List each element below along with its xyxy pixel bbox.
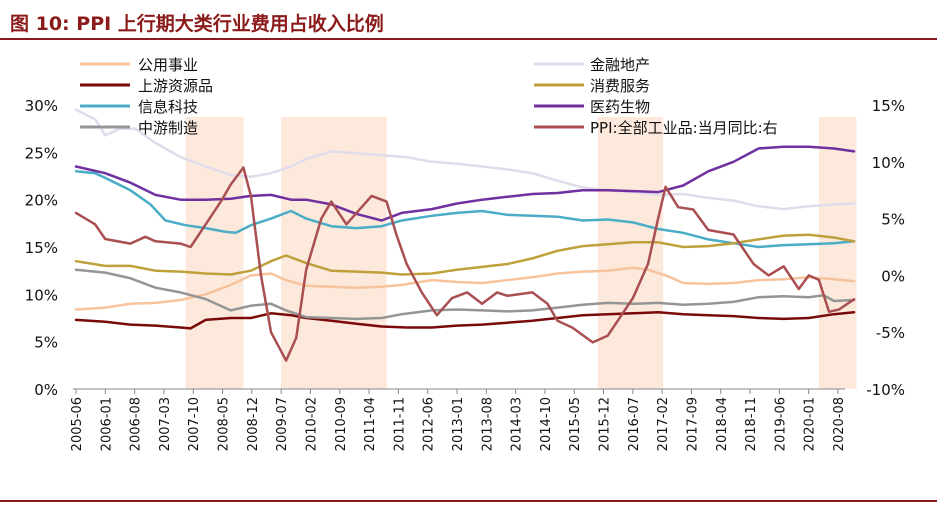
x-axis-tick-label: 2012-06: [422, 397, 437, 451]
shaded-periods: [185, 117, 857, 389]
right-axis-tick-label: 5%: [881, 211, 905, 229]
x-axis-tick-label: 2020-08: [832, 397, 847, 451]
right-axis-tick-label: 15%: [872, 97, 905, 115]
left-axis-tick-label: 20%: [25, 192, 58, 210]
left-axis-tick-label: 10%: [25, 286, 58, 304]
series-line-3: [74, 170, 856, 249]
x-axis-tick-label: 2010-09: [334, 397, 349, 451]
x-axis-tick-label: 2007-10: [187, 397, 202, 451]
x-axis-tick-label: 2017-02: [656, 397, 671, 451]
title-divider: [0, 38, 937, 40]
x-axis-tick-label: 2007-03: [158, 397, 173, 451]
series-line-5: [74, 108, 856, 211]
x-axis-tick-label: 2006-08: [129, 397, 144, 451]
x-axis-tick-label: 2015-05: [568, 397, 583, 451]
left-axis-tick-label: 15%: [25, 239, 58, 257]
bottom-divider: [0, 500, 937, 502]
right-axis-ticks: -10% -5% 0% 5% 10% 15%: [866, 97, 905, 399]
legend-label: 公用事业: [138, 56, 198, 74]
chart-title: 图 10: PPI 上行期大类行业费用占收入比例: [10, 13, 384, 35]
series-line-8: [74, 166, 856, 362]
x-axis-tick-label: 2016-07: [627, 397, 642, 451]
x-axis-tick-label: 2010-02: [304, 397, 319, 451]
series-line-7: [74, 145, 856, 222]
series-line-6: [74, 233, 856, 276]
x-axis-tick-label: 2014-10: [539, 397, 554, 451]
series-line-1: [74, 266, 856, 311]
x-axis-tick-label: 2013-01: [451, 397, 466, 451]
legend-label: 消费服务: [590, 77, 650, 95]
left-axis-tick-label: 25%: [25, 144, 58, 162]
x-axis-tick-label: 2019-06: [773, 397, 788, 451]
x-axis-tick-label: 2008-05: [217, 397, 232, 451]
shaded-period-4: [818, 117, 857, 389]
shaded-period-2: [281, 117, 387, 389]
right-axis-tick-label: -10%: [866, 381, 905, 399]
x-axis-tick-label: 2006-01: [99, 397, 114, 451]
legend-label: 信息科技: [138, 98, 198, 116]
right-axis-tick-label: -5%: [876, 324, 905, 342]
left-axis-tick-label: 5%: [34, 334, 58, 352]
legend-label: PPI:全部工业品:当月同比:右: [590, 119, 778, 137]
series-line-4: [74, 268, 856, 321]
legend-label: 金融地产: [590, 56, 650, 74]
series-lines: [74, 108, 856, 362]
legend-label: 中游制造: [138, 119, 198, 137]
series-line-2: [74, 311, 856, 330]
legend-label: 医药生物: [590, 98, 650, 116]
legend-label: 上游资源品: [138, 77, 213, 95]
x-axis-tick-label: 2018-04: [715, 397, 730, 451]
left-axis-tick-label: 0%: [34, 381, 58, 399]
right-axis-tick-label: 0%: [881, 267, 905, 285]
right-axis-tick-label: 10%: [872, 154, 905, 172]
x-axis-tick-label: 2009-07: [275, 397, 290, 451]
x-axis-tick-label: 2015-12: [598, 397, 613, 451]
x-axis-tick-label: 2014-03: [510, 397, 525, 451]
left-axis-ticks: 0% 5% 10% 15% 20% 25% 30%: [25, 97, 58, 399]
shaded-period-3: [597, 117, 664, 389]
left-axis-tick-label: 30%: [25, 97, 58, 115]
x-axis-ticks: 2005-06 2006-01 2006-08 2007-03 2007-10 2008-…: [70, 389, 847, 451]
x-axis-tick-label: 2020-01: [803, 397, 818, 451]
x-axis-tick-label: 2008-12: [246, 397, 261, 451]
x-axis-tick-label: 2005-06: [70, 397, 85, 451]
x-axis-tick-label: 2018-11: [744, 397, 759, 451]
x-axis-tick-label: 2013-08: [480, 397, 495, 451]
shaded-period-1: [185, 117, 244, 389]
x-axis-tick-label: 2011-11: [392, 397, 407, 451]
x-axis-tick-label: 2011-04: [363, 397, 378, 451]
x-axis-tick-label: 2017-09: [685, 397, 700, 451]
